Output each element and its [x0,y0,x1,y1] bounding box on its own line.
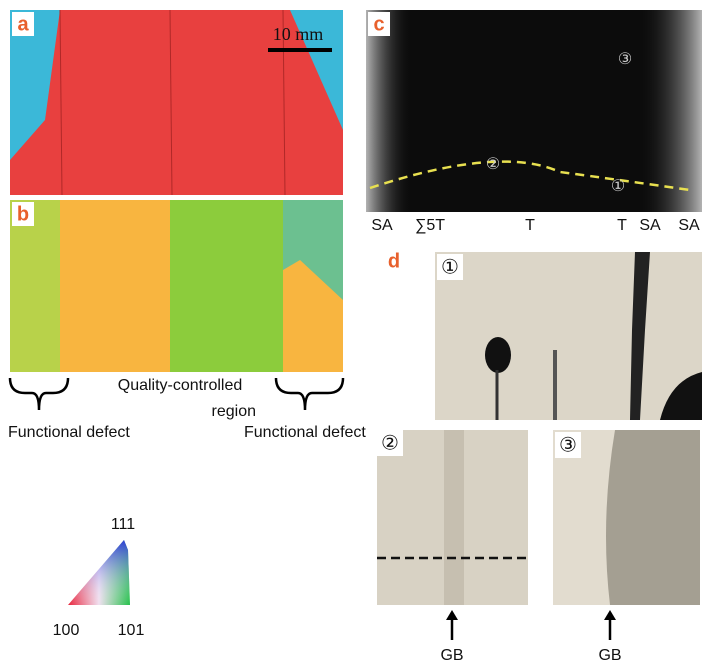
marker: ③ [618,51,632,68]
ipf-legend: 111 100 101 [53,516,145,639]
panel-label: b [17,203,29,225]
boundary-label: SA [371,217,393,234]
scale-bar-label: 10 mm [273,24,324,44]
boundary-label: T [525,217,535,234]
figure: a 10 mm b Quality-controlled region Func… [0,0,706,666]
panel-label: c [373,13,384,35]
panel-label: a [17,13,29,35]
strain [640,10,702,212]
defect [485,337,511,373]
inset-label: ③ [559,434,577,456]
corner-label: 111 [111,516,135,533]
boundary-label: SA [678,217,700,234]
panel-d: d ① ② ③ GB GB [377,250,702,664]
xray-image [435,252,702,420]
arrow-head [604,610,616,620]
grain [60,200,170,372]
panel-c: c ③ ② ① SA ∑5T T T SA SA [366,10,702,234]
inset-label: ① [441,256,459,278]
corner-label: 100 [53,622,80,639]
strain [606,430,700,605]
inset-label: ② [381,432,399,454]
boundary-label: T [617,217,627,234]
brace [10,378,68,410]
marker: ② [486,156,500,173]
region-label: region [212,403,256,420]
marker: ① [611,178,625,195]
brace [276,378,343,410]
grain-boundary [444,430,464,605]
defect-label: Functional defect [244,424,366,441]
boundary-label: SA [639,217,661,234]
gb-label: GB [598,647,621,664]
grain [170,200,283,372]
panel-a: a 10 mm [10,10,343,195]
boundary-label: ∑5T [415,217,445,234]
corner-label: 101 [118,622,145,639]
arrow-head [446,610,458,620]
panel-label: d [388,250,400,272]
triangle [68,540,130,605]
panel-b: b Quality-controlled region Functional d… [8,200,366,441]
gb-label: GB [440,647,463,664]
defect-label: Functional defect [8,424,130,441]
region-label: Quality-controlled [118,377,243,394]
